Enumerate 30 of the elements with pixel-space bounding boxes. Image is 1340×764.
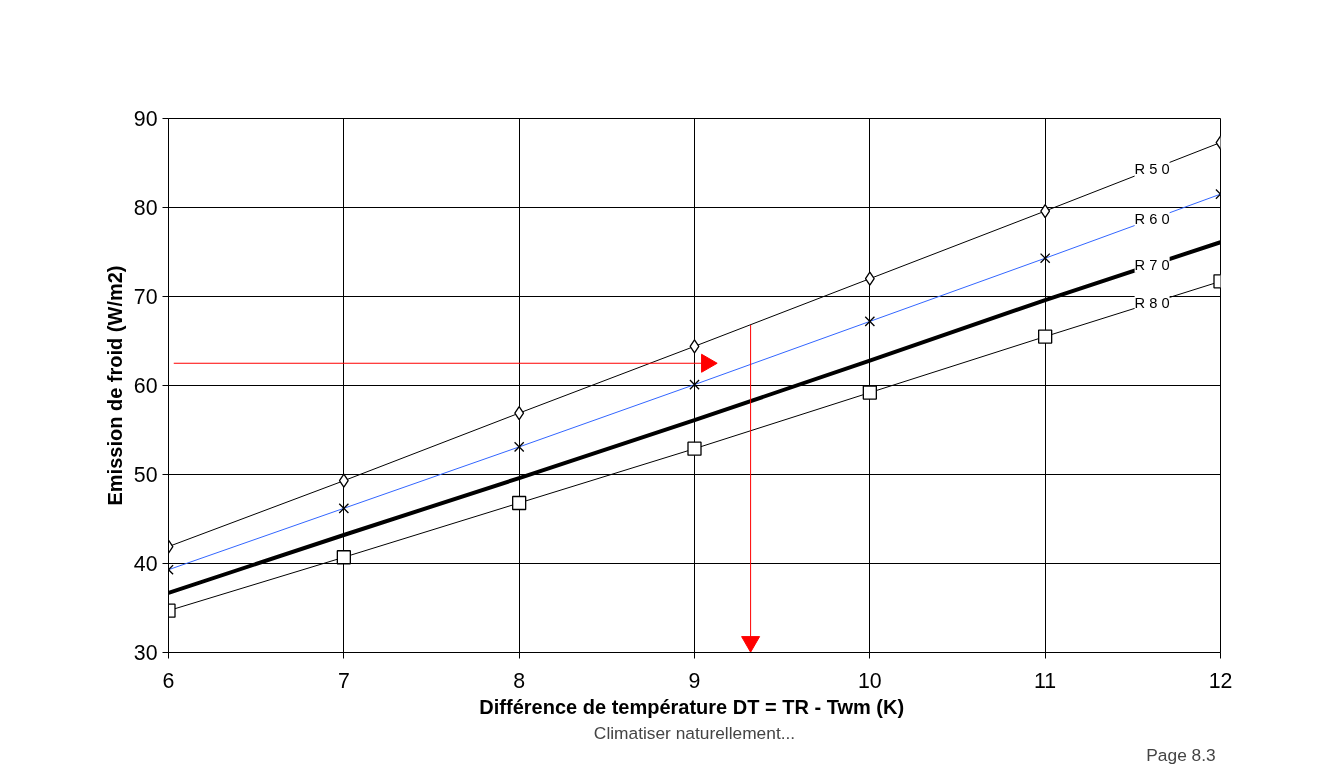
x-tick-label: 11: [1034, 668, 1057, 693]
y-tick-label: 90: [133, 107, 158, 131]
point: [336, 550, 351, 565]
x-tick-label: 8: [513, 668, 526, 693]
point: [338, 473, 349, 488]
point: [862, 385, 877, 400]
point: [689, 339, 700, 354]
text: Page 8.3: [1146, 744, 1216, 764]
y-axis-title: Emission de froid (W/m2): [103, 265, 126, 506]
x-tick-label: 7: [337, 668, 350, 693]
series-label: R 5 0: [1134, 161, 1170, 178]
point: [864, 271, 875, 286]
series-label: R 7 0: [1134, 256, 1170, 273]
text: Climatiser naturellement...: [593, 722, 796, 743]
x-axis-title: Différence de température DT = TR - Twm (K): [479, 695, 905, 718]
y-tick-label: 60: [133, 374, 158, 398]
series-label: R 8 0: [1134, 294, 1170, 311]
y-tick-label: 70: [133, 285, 158, 309]
series-label: R 6 0: [1134, 211, 1170, 228]
x-tick-label: 6: [162, 668, 175, 693]
y-tick-label: 40: [133, 552, 158, 576]
y-tick-label: 80: [133, 196, 158, 220]
x-tick-label: 9: [688, 668, 701, 693]
y-tick-label: 30: [133, 641, 158, 665]
point: [512, 495, 527, 511]
y-tick-label: 50: [133, 463, 158, 487]
x-tick-label: 10: [857, 668, 882, 693]
x-tick-label: 12: [1208, 668, 1233, 693]
point: [1038, 329, 1053, 344]
point: [687, 441, 702, 456]
